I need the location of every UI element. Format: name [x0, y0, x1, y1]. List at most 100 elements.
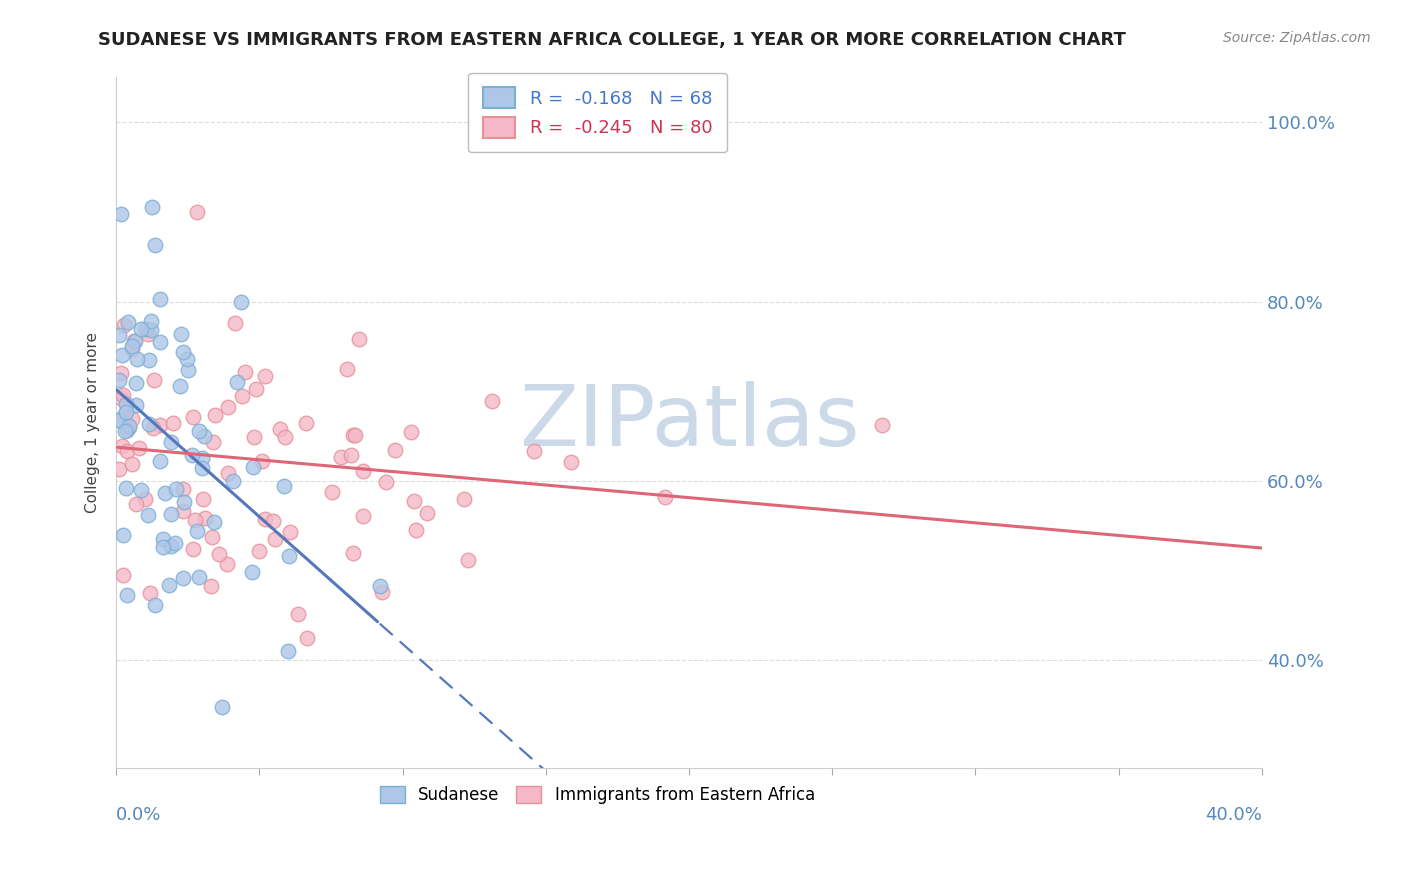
Point — [253, 512, 276, 526]
Point — [402, 493, 425, 508]
Point — [125, 497, 148, 511]
Point — [138, 586, 160, 600]
Point — [143, 238, 166, 252]
Point — [453, 492, 475, 507]
Point — [128, 441, 150, 455]
Point — [343, 427, 366, 442]
Point — [152, 532, 174, 546]
Point — [274, 430, 297, 444]
Text: Source: ZipAtlas.com: Source: ZipAtlas.com — [1223, 31, 1371, 45]
Point — [108, 413, 131, 427]
Point — [201, 530, 224, 544]
Point — [115, 588, 138, 602]
Point — [143, 598, 166, 612]
Point — [231, 389, 253, 403]
Point — [114, 407, 136, 421]
Point — [233, 365, 256, 379]
Point — [121, 339, 143, 353]
Point — [176, 363, 198, 377]
Point — [342, 546, 364, 560]
Point — [141, 323, 163, 337]
Point — [180, 449, 202, 463]
Point — [118, 419, 141, 434]
Point — [115, 405, 138, 419]
Point — [135, 322, 157, 336]
Point — [457, 553, 479, 567]
Y-axis label: College, 1 year or more: College, 1 year or more — [86, 332, 100, 513]
Point — [172, 345, 194, 359]
Point — [229, 295, 252, 310]
Point — [245, 383, 267, 397]
Point — [129, 483, 152, 497]
Point — [121, 412, 143, 426]
Point — [112, 528, 135, 542]
Point — [136, 327, 159, 342]
Point — [153, 486, 176, 500]
Point — [112, 568, 135, 582]
Point — [200, 579, 222, 593]
Text: 0.0%: 0.0% — [117, 805, 162, 823]
Point — [138, 417, 160, 431]
Point — [188, 424, 211, 438]
Point — [160, 508, 183, 522]
Point — [176, 351, 198, 366]
Point — [347, 332, 370, 346]
Point — [278, 525, 301, 540]
Point — [253, 369, 276, 384]
Point — [125, 351, 148, 366]
Point — [162, 417, 184, 431]
Point — [141, 201, 163, 215]
Point — [149, 334, 172, 349]
Point — [134, 491, 156, 506]
Point — [112, 318, 135, 333]
Point — [277, 644, 299, 658]
Point — [368, 579, 391, 593]
Point — [375, 475, 398, 489]
Point — [108, 328, 131, 343]
Point — [129, 322, 152, 336]
Point — [215, 557, 238, 571]
Point — [139, 314, 162, 328]
Point — [118, 419, 141, 434]
Point — [143, 373, 166, 387]
Point — [138, 352, 160, 367]
Point — [124, 334, 146, 348]
Point — [149, 418, 172, 433]
Point — [186, 205, 208, 219]
Point — [110, 207, 132, 221]
Point — [112, 388, 135, 402]
Point — [287, 607, 309, 621]
Point — [152, 540, 174, 554]
Point — [226, 375, 249, 389]
Point — [184, 512, 207, 526]
Point — [872, 418, 894, 433]
Point — [194, 511, 217, 525]
Point — [330, 450, 353, 465]
Point — [243, 430, 266, 444]
Point — [181, 410, 204, 425]
Point — [136, 508, 159, 523]
Point — [110, 366, 132, 380]
Point — [201, 435, 224, 450]
Point — [114, 481, 136, 495]
Point — [202, 516, 225, 530]
Point — [181, 541, 204, 556]
Point — [262, 514, 284, 528]
Point — [208, 547, 231, 561]
Point — [172, 571, 194, 585]
Point — [217, 400, 239, 414]
Point — [115, 423, 138, 437]
Point — [277, 549, 299, 564]
Point — [250, 453, 273, 467]
Point — [221, 474, 243, 488]
Point — [170, 327, 193, 342]
Point — [157, 578, 180, 592]
Point — [249, 544, 271, 558]
Point — [191, 460, 214, 475]
Point — [481, 394, 503, 409]
Point — [523, 444, 546, 458]
Point — [110, 391, 132, 405]
Point — [108, 413, 131, 427]
Text: ZIPatlas: ZIPatlas — [519, 381, 859, 464]
Point — [371, 585, 394, 599]
